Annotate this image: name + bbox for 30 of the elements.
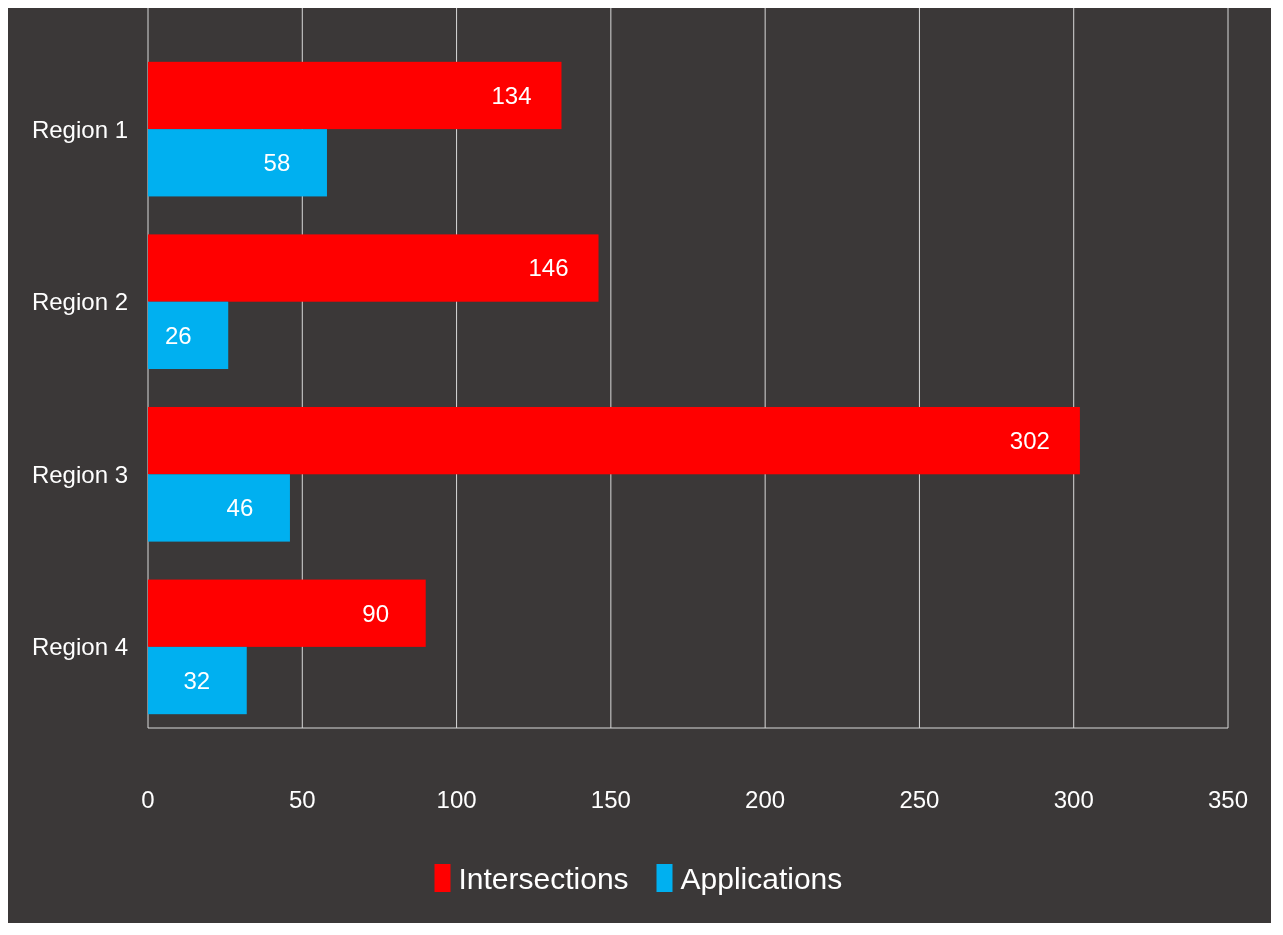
data-label: 134: [491, 81, 532, 109]
y-tick-label: Region 3: [31, 460, 128, 488]
bar: [148, 474, 290, 542]
y-tick-label: Region 4: [31, 633, 128, 661]
data-label: 302: [1009, 427, 1050, 455]
x-tick-label: 300: [1053, 786, 1094, 813]
data-label: 46: [226, 494, 254, 522]
bar: [148, 579, 426, 647]
data-label: 32: [183, 666, 211, 694]
data-label: 58: [263, 149, 291, 177]
x-tick-label: 100: [436, 786, 477, 813]
data-label: 90: [362, 599, 390, 627]
bar: [148, 129, 327, 197]
bar: [148, 301, 229, 370]
bar: [148, 646, 247, 715]
x-tick-label: 150: [590, 786, 631, 813]
x-tick-label: 350: [1207, 786, 1249, 813]
bar: [148, 61, 562, 130]
y-tick-label: Region 2: [31, 288, 128, 316]
x-tick-label: 0: [141, 786, 155, 813]
x-tick-label: 200: [745, 786, 786, 813]
x-tick-label: 50: [288, 786, 316, 813]
legend-label: Applications: [680, 861, 843, 895]
legend-label: Intersections: [458, 861, 629, 895]
data-label: 146: [528, 254, 569, 282]
y-tick-label: Region 1: [31, 115, 128, 143]
data-label: 26: [164, 321, 192, 349]
x-tick-label: 250: [899, 786, 940, 813]
bar: [148, 234, 599, 302]
bar: [148, 406, 1080, 475]
